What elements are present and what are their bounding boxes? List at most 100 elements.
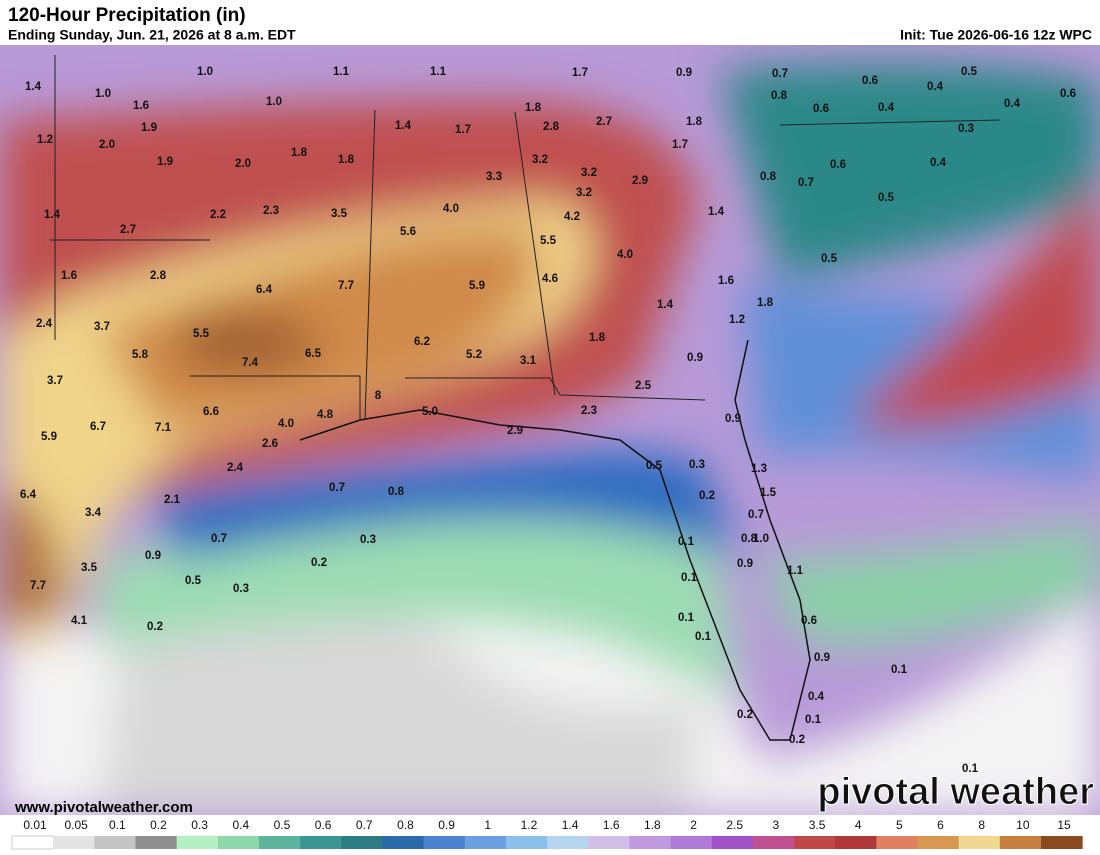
precip-label: 0.1: [891, 664, 908, 676]
precip-label: 1.1: [787, 565, 804, 577]
precip-label: 0.2: [311, 557, 327, 569]
init-time: Init: Tue 2026-06-16 12z WPC: [900, 27, 1092, 43]
legend: 0.01 0.05 0.1 0.2 0.3 0.4 0.5 0.6 0.7 0.8 0.9 1 1.2 1…: [11, 818, 1083, 850]
precip-label: 0.1: [962, 763, 979, 775]
precip-label: 5.5: [193, 328, 210, 340]
precip-label: 7.7: [30, 580, 46, 592]
precip-label: 0.7: [798, 177, 814, 189]
precip-label: 1.0: [95, 88, 111, 100]
precip-label: 1.7: [672, 139, 688, 151]
precip-label: 1.6: [718, 275, 734, 287]
precip-label: 2.1: [164, 494, 181, 506]
precip-label: 5.0: [422, 406, 438, 418]
precip-label: 2.2: [210, 209, 226, 221]
legend-label: 4: [855, 818, 862, 832]
precip-label: 0.1: [681, 572, 698, 584]
precip-label: 6.5: [305, 348, 322, 360]
precip-label: 0.2: [699, 490, 715, 502]
legend-label: 0.4: [232, 818, 249, 832]
precip-label: 0.4: [1004, 98, 1021, 110]
precip-label: 2.0: [235, 158, 251, 170]
precip-label: 3.4: [85, 507, 102, 519]
legend-swatch: [752, 836, 795, 849]
precip-label: 1.9: [157, 156, 173, 168]
precip-label: 5.8: [132, 349, 149, 361]
map-labels: 1.4 1.0 1.1 1.1 1.7 0.9 0.7 0.6 0.5 1.0 0.4 0.8 1.6 1…: [20, 66, 1076, 775]
precip-label: 0.8: [760, 171, 777, 183]
legend-label: 2.5: [726, 818, 743, 832]
precip-label: 2.9: [507, 425, 523, 437]
precip-label: 1.8: [686, 116, 703, 128]
precip-label: 2.3: [263, 205, 279, 217]
legend-swatch: [382, 836, 425, 849]
precip-label: 0.1: [805, 714, 822, 726]
precip-label: 1.2: [37, 134, 53, 146]
precip-label: 0.9: [687, 352, 703, 364]
legend-swatch: [547, 836, 589, 849]
precip-label: 0.9: [145, 550, 161, 562]
precip-label: 0.6: [801, 615, 817, 627]
precip-label: 1.0: [197, 66, 213, 78]
precip-label: 0.5: [878, 192, 895, 204]
legend-label: 0.3: [191, 818, 208, 832]
legend-label: 15: [1057, 818, 1071, 832]
subtitle: Ending Sunday, Jun. 21, 2026 at 8 a.m. E…: [8, 27, 296, 43]
precip-label: 0.6: [830, 159, 846, 171]
precip-label: 0.1: [678, 536, 695, 548]
precip-label: 4.8: [317, 409, 334, 421]
precip-label: 1.1: [430, 66, 447, 78]
precip-label: 0.8: [388, 486, 405, 498]
precip-label: 0.2: [737, 709, 753, 721]
precip-label: 0.1: [678, 612, 695, 624]
precip-label: 5.2: [466, 349, 482, 361]
precip-label: 2.8: [543, 121, 560, 133]
legend-swatch: [53, 836, 95, 849]
precip-label: 4.6: [542, 273, 558, 285]
legend-swatch: [958, 836, 1001, 849]
precip-label: 4.0: [278, 418, 294, 430]
precip-label: 0.5: [821, 253, 838, 265]
precip-label: 8: [375, 390, 382, 402]
precip-label: 1.6: [133, 100, 149, 112]
legend-label: 1.2: [521, 818, 538, 832]
precip-label: 1.8: [589, 332, 606, 344]
precip-field: [0, 45, 1100, 815]
legend-label: 0.6: [315, 818, 332, 832]
precip-label: 0.9: [676, 67, 692, 79]
legend-swatch: [176, 836, 219, 849]
title: 120-Hour Precipitation (in): [8, 5, 246, 26]
legend-label: 2: [690, 818, 697, 832]
legend-swatch: [258, 836, 301, 849]
legend-label: 5: [896, 818, 903, 832]
precip-label: 4.0: [443, 203, 459, 215]
precip-label: 1.2: [729, 314, 745, 326]
precip-label: 6.4: [256, 284, 273, 296]
legend-swatch: [629, 836, 672, 849]
precip-label: 1.8: [757, 297, 774, 309]
precip-label: 4.1: [71, 615, 88, 627]
precip-label: 2.7: [120, 224, 136, 236]
precip-label: 6.7: [90, 421, 106, 433]
legend-swatch: [794, 836, 836, 849]
legend-label: 0.05: [64, 818, 88, 832]
legend-label: 0.5: [274, 818, 291, 832]
precip-label: 3.7: [94, 321, 110, 333]
precip-label: 6.4: [20, 489, 37, 501]
precip-label: 3.2: [581, 167, 597, 179]
precip-label: 0.8: [771, 90, 788, 102]
precip-label: 1.8: [291, 147, 308, 159]
brand: pivotal weather: [817, 771, 1094, 813]
precip-label: 0.3: [958, 123, 974, 135]
precip-label: 2.4: [36, 318, 53, 330]
precip-label: 1.4: [395, 120, 412, 132]
precip-label: 2.7: [596, 116, 612, 128]
precip-label: 0.3: [689, 459, 705, 471]
precip-label: 5.6: [400, 226, 416, 238]
legend-swatch: [505, 836, 548, 849]
legend-label: 0.01: [23, 818, 47, 832]
legend-swatch: [670, 836, 713, 849]
precip-label: 0.7: [748, 509, 764, 521]
legend-swatch: [94, 836, 136, 849]
precip-label: 5.9: [41, 431, 57, 443]
legend-swatch: [341, 836, 383, 849]
